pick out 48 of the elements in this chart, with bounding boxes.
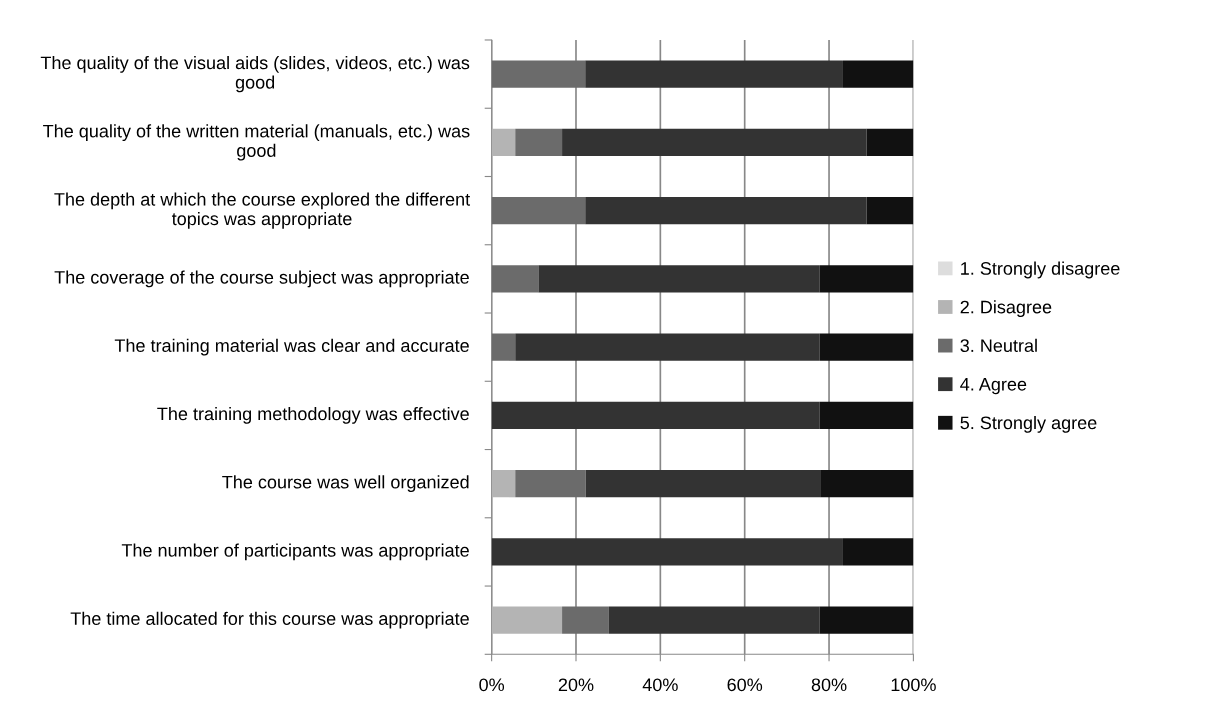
legend-label: 3. Neutral: [960, 338, 1037, 353]
legend-label: 4. Agree: [960, 378, 1027, 395]
bar: [819, 265, 914, 293]
bar: [562, 606, 609, 634]
bar: [842, 538, 914, 566]
legend-label: 1. Strongly disagree: [961, 261, 1120, 279]
y-tick-label: The training material was clear and accurate: [114, 338, 469, 356]
bar: [491, 265, 539, 293]
bar: [491, 401, 820, 430]
y-tick-label: The quality of the visual aids (slides, videos, etc.) was good: [40, 55, 470, 93]
bar: [866, 196, 914, 225]
x-tick-label: 20%: [558, 678, 594, 692]
legend-label: 2. Disagree: [960, 300, 1052, 318]
x-tick-label: 80%: [811, 678, 847, 692]
bar: [491, 538, 843, 566]
bar: [562, 128, 867, 157]
bar: [820, 470, 914, 498]
x-tick-label: 0%: [479, 678, 505, 692]
y-tick-label: The course was well organized: [222, 475, 469, 493]
y-tick-label: The number of participants was appropriate: [121, 543, 469, 561]
bar: [842, 60, 914, 88]
bar: [538, 265, 820, 293]
bar: [608, 606, 820, 634]
y-tick-label: The training methodology was effective: [157, 406, 469, 424]
bar: [515, 470, 586, 498]
bar: [585, 196, 867, 225]
y-tick-label: The time allocated for this course was appropriate: [70, 611, 469, 629]
bar: [819, 401, 914, 430]
bar: [491, 333, 516, 361]
legend-label: 5. Strongly agree: [960, 415, 1097, 433]
bar: [819, 333, 914, 361]
bar: [515, 128, 563, 157]
x-tick-label: 40%: [642, 678, 678, 692]
y-tick-label: The depth at which the course explored the different topics was appropriate: [54, 192, 471, 229]
bar: [585, 60, 843, 88]
y-tick-label: The quality of the written material (manuals, etc.) was good: [43, 124, 470, 161]
y-tick-label: The coverage of the course subject was appropriate: [54, 270, 469, 288]
x-tick-label: 100%: [891, 678, 936, 692]
bar: [491, 128, 516, 157]
bar: [491, 606, 563, 634]
bar: [585, 470, 821, 498]
bar: [491, 470, 516, 498]
bar: [515, 333, 820, 361]
bar: [491, 60, 586, 88]
bar: [491, 196, 586, 225]
bar: [866, 128, 914, 157]
x-tick-label: 60%: [727, 678, 763, 692]
bar: [819, 606, 914, 634]
